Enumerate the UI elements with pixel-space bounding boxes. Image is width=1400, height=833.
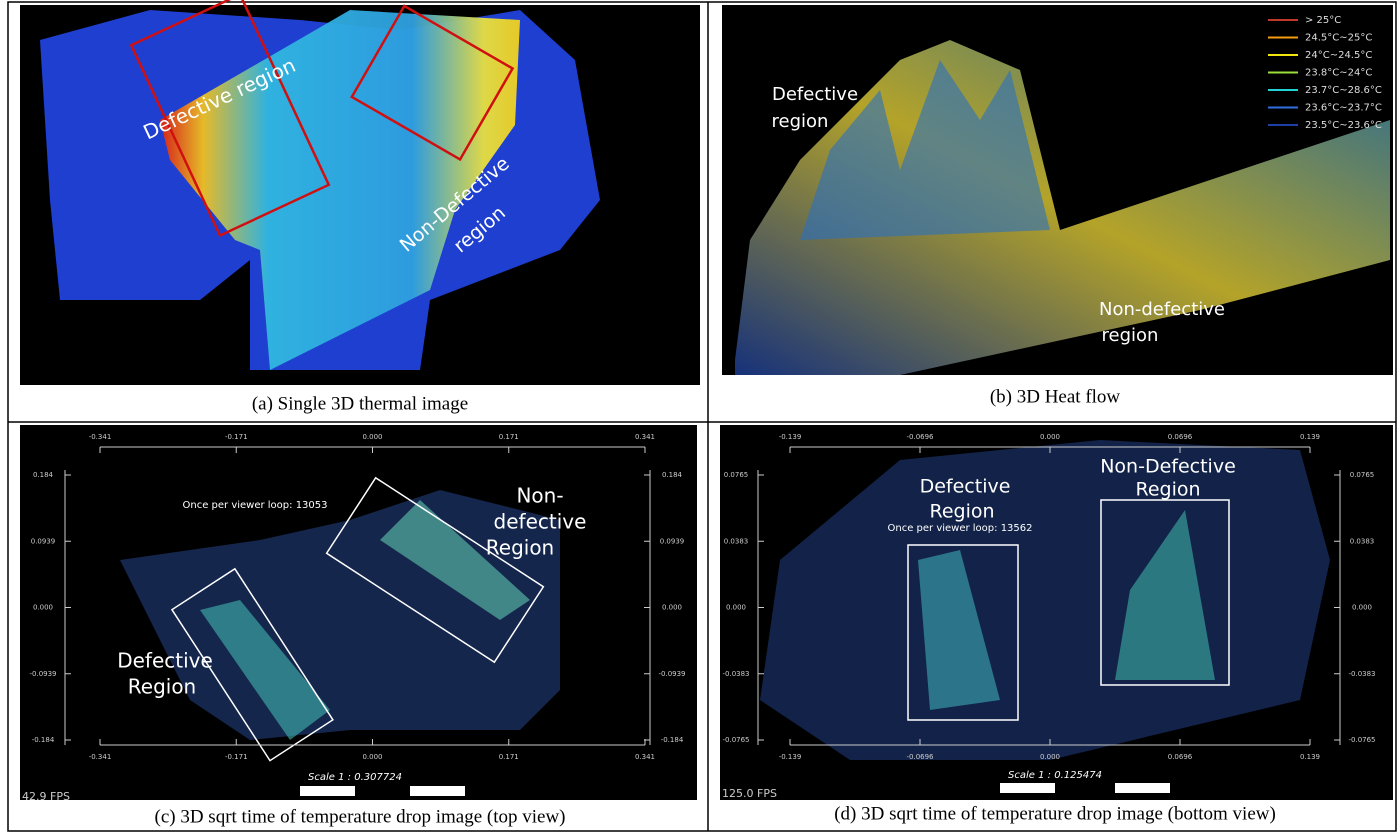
y-tick-label: -0.0765 [722, 736, 749, 744]
y-tick-label: 0.000 [662, 604, 682, 612]
region-label: Region [929, 501, 994, 523]
x-tick-label: -0.139 [779, 753, 802, 761]
y-tick-label: -0.0383 [722, 670, 749, 678]
y-tick-label: 0.000 [1352, 604, 1372, 612]
panel-a-image [20, 0, 700, 385]
region-label: Non-Defective [1100, 456, 1236, 478]
y-tick-label: 0.0939 [31, 537, 56, 545]
scale-tick: 0 [288, 800, 292, 808]
panel-d-image [720, 425, 1393, 800]
y-tick-label: 0.0765 [724, 471, 749, 479]
legend-label: 23.6°C~23.7°C [1305, 103, 1382, 114]
x-tick-label: 0.0696 [1168, 433, 1193, 441]
x-tick-label: 0.341 [635, 433, 655, 441]
scale-text: Scale 1 : 0.125474 [1008, 770, 1102, 781]
scale-tick: 1/2 [1094, 800, 1105, 808]
x-tick-label: 0.139 [1300, 753, 1320, 761]
x-tick-label: 0.139 [1300, 433, 1320, 441]
scale-tick: 1/4 [1039, 800, 1051, 808]
x-tick-label: 0.000 [1040, 753, 1060, 761]
x-tick-label: 0.000 [362, 433, 382, 441]
fps-text: 125.0 FPS [722, 787, 777, 800]
panel-b-image [722, 5, 1393, 375]
region-label: region [1102, 325, 1159, 346]
panel-c-image [20, 425, 697, 800]
caption: (c) 3D sqrt time of temperature drop ima… [155, 806, 566, 827]
caption: (b) 3D Heat flow [990, 386, 1121, 407]
caption: (a) Single 3D thermal image [252, 393, 468, 414]
x-tick-label: -0.139 [779, 433, 802, 441]
y-tick-label: -0.184 [661, 736, 684, 744]
scale-tick: 1/4 [339, 800, 351, 808]
x-tick-label: 0.0696 [1168, 753, 1193, 761]
status-text: Once per viewer loop: 13562 [887, 523, 1032, 534]
region-label: Defective [920, 476, 1011, 498]
y-tick-label: -0.184 [32, 736, 55, 744]
legend-label: > 25°C [1305, 15, 1341, 26]
y-tick-label: 0.000 [726, 604, 746, 612]
region-label: Region [1135, 479, 1200, 501]
region-label: region [772, 111, 829, 132]
scale-tick: 1/2 [394, 800, 405, 808]
region-label: defective [494, 510, 587, 534]
region-label: Region [128, 675, 196, 699]
x-tick-label: -0.0696 [906, 753, 934, 761]
x-tick-label: 0.171 [499, 753, 519, 761]
scale-tick: 1 [508, 800, 512, 808]
legend-label: 24°C~24.5°C [1305, 50, 1372, 61]
y-tick-label: 0.184 [662, 471, 683, 479]
scale-tick: 3/4 [449, 800, 461, 808]
y-tick-label: 0.184 [33, 471, 54, 479]
legend-label: 24.5°C~25°C [1305, 33, 1372, 44]
region-label: Defective [772, 84, 858, 105]
region-label: Defective [117, 649, 213, 673]
scale-tick: 0 [988, 800, 992, 808]
y-tick-label: 0.0939 [660, 537, 685, 545]
y-tick-label: 0.0383 [724, 537, 749, 545]
x-tick-label: -0.341 [89, 433, 112, 441]
scale-text: Scale 1 : 0.307724 [308, 772, 402, 783]
y-tick-label: 0.0765 [1350, 471, 1375, 479]
x-tick-label: 0.171 [499, 433, 519, 441]
fps-text: 42.9 FPS [22, 790, 70, 803]
legend-label: 23.7°C~28.6°C [1305, 85, 1382, 96]
region-label: Non- [516, 484, 563, 508]
region-label: Non-defective [1099, 299, 1225, 320]
y-tick-label: 0.0383 [1350, 537, 1375, 545]
x-tick-label: 0.000 [1040, 433, 1060, 441]
legend-label: 23.8°C~24°C [1305, 68, 1372, 79]
x-tick-label: -0.0696 [906, 433, 934, 441]
legend-label: 23.5°C~23.6°C [1305, 120, 1382, 131]
y-tick-label: -0.0383 [1348, 670, 1375, 678]
x-tick-label: 0.341 [635, 753, 655, 761]
x-tick-label: 0.000 [362, 753, 382, 761]
status-text: Once per viewer loop: 13053 [182, 500, 327, 511]
x-tick-label: -0.171 [225, 753, 248, 761]
scale-tick: 1 [1208, 800, 1212, 808]
region-label: Region [486, 536, 554, 560]
figure: (a) Single 3D thermal image (b) 3D Heat f… [0, 0, 1400, 833]
x-tick-label: -0.341 [89, 753, 112, 761]
y-tick-label: -0.0765 [1348, 736, 1375, 744]
y-tick-label: 0.000 [33, 604, 53, 612]
scale-tick: 3/4 [1149, 800, 1161, 808]
y-tick-label: -0.0939 [29, 670, 56, 678]
x-tick-label: -0.171 [225, 433, 248, 441]
y-tick-label: -0.0939 [658, 670, 685, 678]
